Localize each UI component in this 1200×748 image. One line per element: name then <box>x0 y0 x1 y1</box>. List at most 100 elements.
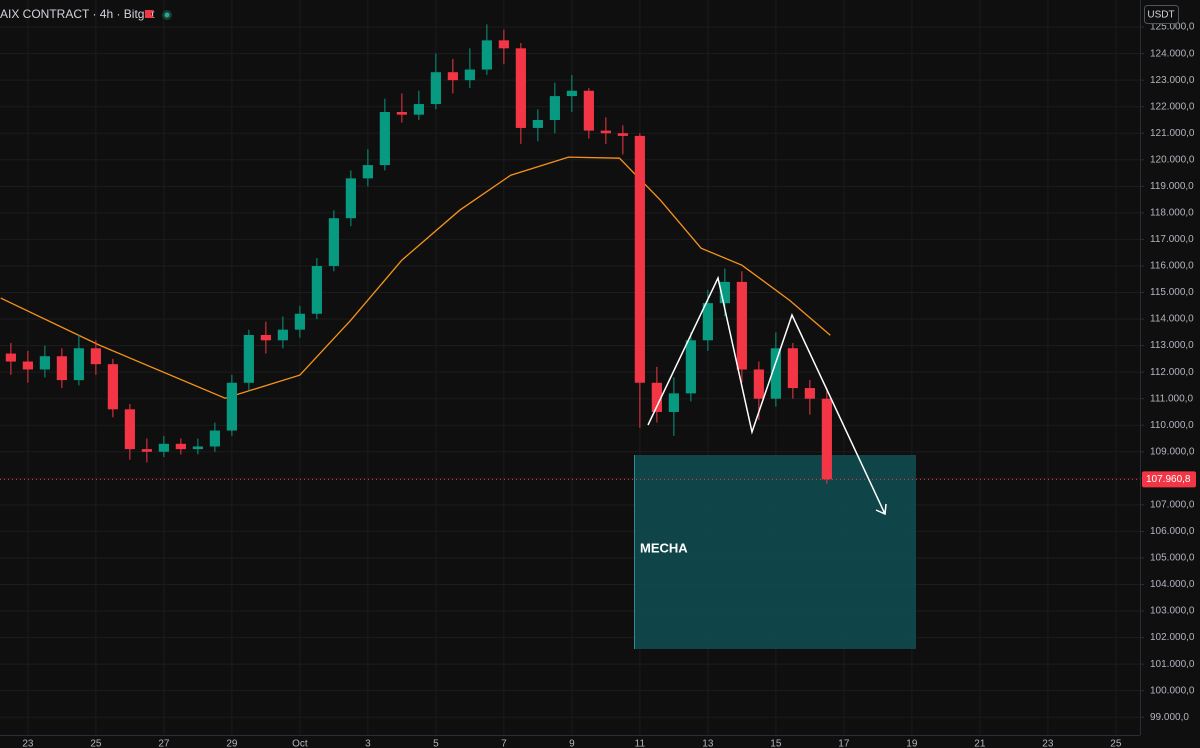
x-tick-label: 3 <box>365 739 371 748</box>
candle-body <box>311 265 322 314</box>
candle-body <box>702 303 713 341</box>
y-tick-label: 113.000,0 <box>1150 340 1194 351</box>
candle-body <box>447 72 458 81</box>
y-tick-label: 124.000,0 <box>1150 48 1195 59</box>
x-tick-label: 5 <box>433 739 439 748</box>
y-tick-label: 109.000,0 <box>1150 446 1195 457</box>
y-tick-label: 107.000,0 <box>1150 500 1195 511</box>
candle-body <box>481 40 492 70</box>
candle-body <box>243 334 254 383</box>
y-tick-label: 111.000,0 <box>1150 393 1193 404</box>
unit-label[interactable]: USDT <box>1147 10 1174 21</box>
candle-body <box>634 135 645 383</box>
candle-body <box>719 281 730 304</box>
x-tick-label: 19 <box>906 739 918 748</box>
x-tick-label: 25 <box>1110 739 1122 748</box>
candle-body <box>175 443 186 450</box>
candle-body <box>549 96 560 120</box>
y-tick-label: 117.000,0 <box>1150 234 1194 245</box>
candle-body <box>736 281 747 370</box>
candle-body <box>804 388 815 399</box>
candle-body <box>787 348 798 389</box>
candle-body <box>226 382 237 431</box>
flag-icon <box>145 10 154 18</box>
candle-body <box>39 356 50 370</box>
candle-body <box>260 334 271 341</box>
y-tick-label: 99.000,0 <box>1150 712 1189 723</box>
y-tick-label: 104.000,0 <box>1150 579 1195 590</box>
moving-average <box>0 156 831 399</box>
candle-body <box>821 398 832 480</box>
unit-box[interactable] <box>1144 5 1179 24</box>
x-tick-label: 23 <box>1042 739 1054 748</box>
x-tick-label: 17 <box>838 739 850 748</box>
candle-body <box>362 165 373 179</box>
x-tick-label: 15 <box>770 739 782 748</box>
x-tick-label: 9 <box>569 739 575 748</box>
candle-body <box>583 90 594 131</box>
y-tick-label: 116.000,0 <box>1150 261 1194 272</box>
candle-body <box>328 218 339 266</box>
pattern-drawing <box>647 275 886 515</box>
x-tick-label: 29 <box>226 739 238 748</box>
candle-body <box>158 443 169 452</box>
y-tick-label: 114.000,0 <box>1150 314 1194 325</box>
candle-body <box>5 353 16 362</box>
candle-body <box>209 430 220 447</box>
marks <box>0 24 1140 484</box>
y-tick-label: 125.000,0 <box>1150 22 1195 33</box>
annotation: MECHA <box>640 540 688 555</box>
candle-body <box>753 369 764 399</box>
candle-body <box>566 90 577 97</box>
candle-body <box>413 104 424 115</box>
candle-body <box>56 356 67 381</box>
y-tick-label: 105.000,0 <box>1150 553 1195 564</box>
y-tick-label: 123.000,0 <box>1150 75 1195 86</box>
x-tick-label: 7 <box>501 739 507 748</box>
y-tick-label: 119.000,0 <box>1150 181 1194 192</box>
x-tick-label: 23 <box>22 739 34 748</box>
candle-body <box>90 348 101 365</box>
y-tick-label: 100.000,0 <box>1150 685 1195 696</box>
candle-body <box>515 48 526 128</box>
status-dot <box>164 12 170 18</box>
candle-body <box>73 348 84 381</box>
candle-body <box>668 393 679 412</box>
candle-body <box>294 313 305 330</box>
y-tick-label: 115.000,0 <box>1150 287 1194 298</box>
y-tick-label: 106.000,0 <box>1150 526 1195 537</box>
candle-body <box>277 329 288 341</box>
candle-body <box>685 340 696 394</box>
candle-body <box>107 364 118 410</box>
y-tick-label: 102.000,0 <box>1150 632 1195 643</box>
candle-body <box>498 40 509 49</box>
candle-body <box>617 133 628 136</box>
candle-body <box>345 178 356 219</box>
candle-body <box>141 449 152 452</box>
axes: 99.000,0 100.000,0 101.000,0 102.000,0 103.0… <box>22 22 1196 748</box>
candle-body <box>396 112 407 115</box>
candle-body <box>22 361 33 370</box>
last-price-tag <box>1142 471 1196 488</box>
candle-body <box>430 72 441 105</box>
candle-body <box>532 119 543 128</box>
y-tick-label: 110.000,0 <box>1150 420 1194 431</box>
y-tick-label: 120.000,0 <box>1150 154 1195 165</box>
x-tick-label: 25 <box>90 739 102 748</box>
last-price-label: 107.960,8 <box>1146 474 1191 485</box>
zone-box <box>634 455 916 649</box>
candle-body <box>192 446 203 450</box>
x-tick-label: Oct <box>292 739 308 748</box>
chart-title: AIX CONTRACT · 4h · Bitget <box>0 7 155 21</box>
y-tick-label: 112.000,0 <box>1150 367 1194 378</box>
x-tick-label: 11 <box>635 739 646 748</box>
y-tick-label: 122.000,0 <box>1150 101 1195 112</box>
y-tick-label: 101.000,0 <box>1150 659 1195 670</box>
y-tick-label: 118.000,0 <box>1150 208 1194 219</box>
arrow-head <box>875 503 887 516</box>
candle-body <box>124 409 135 450</box>
candle-body <box>600 130 611 134</box>
